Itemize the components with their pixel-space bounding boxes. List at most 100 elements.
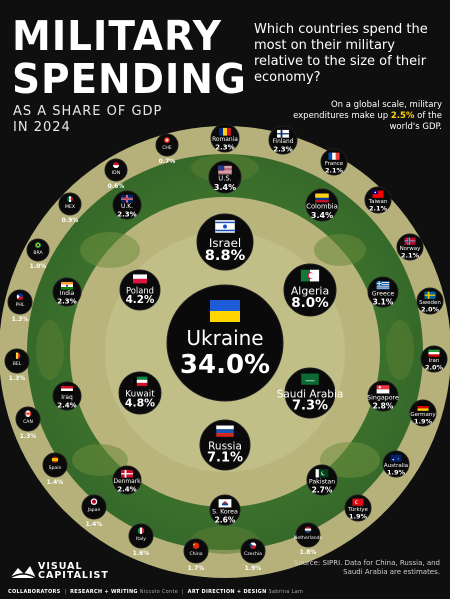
bubble-can: CAN 1.3% — [15, 406, 41, 440]
switzerland-flag-icon — [163, 137, 171, 144]
value-label: 7.3% — [292, 398, 328, 413]
us-flag-icon — [218, 165, 232, 175]
logo-icon — [9, 566, 37, 579]
country-label: U.S. — [218, 175, 231, 183]
country-label: Sweden — [419, 300, 441, 306]
logo-wordmark: VISUAL CAPITALIST — [38, 561, 109, 581]
colombia-flag-icon — [315, 193, 329, 203]
value-label: 0.9% — [62, 217, 79, 224]
bubble-circle — [344, 494, 372, 522]
bubble-circle — [367, 380, 399, 412]
credits: COLLABORATORS | RESEARCH + WRITING Nicco… — [8, 589, 304, 595]
bubble-circle — [367, 276, 399, 308]
country-label: Czechia — [244, 551, 262, 557]
country-label: Poland — [126, 285, 154, 295]
value-label: 1.3% — [9, 375, 26, 382]
research-name: Niccolo Conte — [139, 589, 179, 595]
romania-flag-icon — [219, 127, 231, 136]
country-label: Germany — [410, 412, 436, 418]
bubble-circle — [199, 419, 251, 471]
country-label: Pakistan — [309, 478, 335, 485]
pakistan-flag-icon — [315, 469, 329, 478]
value-label: 7.1% — [207, 450, 243, 465]
bubble-circle — [209, 494, 241, 526]
bubble-circle — [284, 367, 336, 419]
value-label: 2.3% — [57, 297, 76, 305]
bubble-circle — [364, 186, 392, 214]
taiwan-flag-icon — [372, 190, 384, 198]
bubble-circle — [119, 269, 161, 311]
country-label: S. Korea — [212, 508, 238, 515]
norway-flag-icon — [404, 237, 416, 245]
country-label: Iran — [429, 358, 440, 364]
bubble-circle — [112, 190, 142, 220]
bubble-circle — [128, 523, 154, 549]
country-label: MEX — [65, 204, 75, 210]
bubble-circle — [7, 289, 33, 315]
camo-blob — [386, 320, 414, 380]
bubble-circle — [210, 123, 240, 153]
algeria-flag-icon — [300, 269, 320, 282]
finland-flag-icon — [277, 129, 289, 138]
camo-blob — [80, 232, 140, 268]
israel-flag-icon — [215, 220, 235, 233]
value-label: 2.1% — [401, 252, 420, 260]
value-label: 1.3% — [20, 433, 37, 440]
kuwait-flag-icon — [132, 376, 148, 387]
country-label: Algeria — [291, 284, 329, 297]
global-note: On a global scale, military expenditures… — [292, 100, 442, 133]
logo-line1: VISUAL — [38, 561, 83, 572]
value-label: 1.8% — [300, 549, 317, 556]
russia-flag-icon — [216, 425, 234, 437]
country-label: BRA — [33, 250, 43, 256]
country-label: India — [60, 291, 75, 297]
bubble-circle — [118, 371, 162, 415]
australia-flag-icon — [390, 454, 402, 462]
value-label: 1.3% — [12, 316, 29, 323]
france-flag-icon — [328, 152, 340, 160]
camo-blob — [320, 442, 380, 478]
value-label: 4.8% — [125, 397, 155, 410]
subtitle-line2: IN 2024 — [13, 120, 71, 135]
bubble-japan: Japan 1.4% — [81, 494, 107, 528]
bubble-circle — [382, 450, 410, 478]
saudi-flag-icon — [301, 373, 319, 385]
bubble-bel: BEL 1.3% — [4, 348, 30, 382]
bubble-circle — [104, 158, 128, 182]
value-label: 8.8% — [205, 247, 246, 264]
spain-flag-icon — [51, 456, 59, 463]
value-label: 3.4% — [311, 211, 333, 220]
mexico-flag-icon — [66, 196, 74, 203]
bubble-circle — [420, 345, 448, 373]
bubble-china: China 1.7% — [183, 538, 209, 572]
value-label: 3.4% — [214, 183, 236, 192]
value-label: 34.0% — [180, 350, 270, 380]
country-label: CAN — [23, 419, 33, 425]
bubble-phl: PHL 1.3% — [7, 289, 33, 323]
value-label: 2.0% — [425, 364, 444, 372]
value-label: 2.3% — [117, 210, 136, 218]
sweden-flag-icon — [424, 291, 436, 299]
germany-flag-icon — [417, 403, 429, 411]
art-name: Sabrina Lam — [268, 589, 304, 595]
bubble-circle — [196, 213, 254, 271]
value-label: 2.4% — [117, 485, 136, 493]
country-label: Kuwait — [125, 390, 155, 400]
iran-flag-icon — [428, 349, 440, 357]
bubble-circle — [409, 399, 437, 427]
value-label: 2.3% — [215, 143, 234, 151]
